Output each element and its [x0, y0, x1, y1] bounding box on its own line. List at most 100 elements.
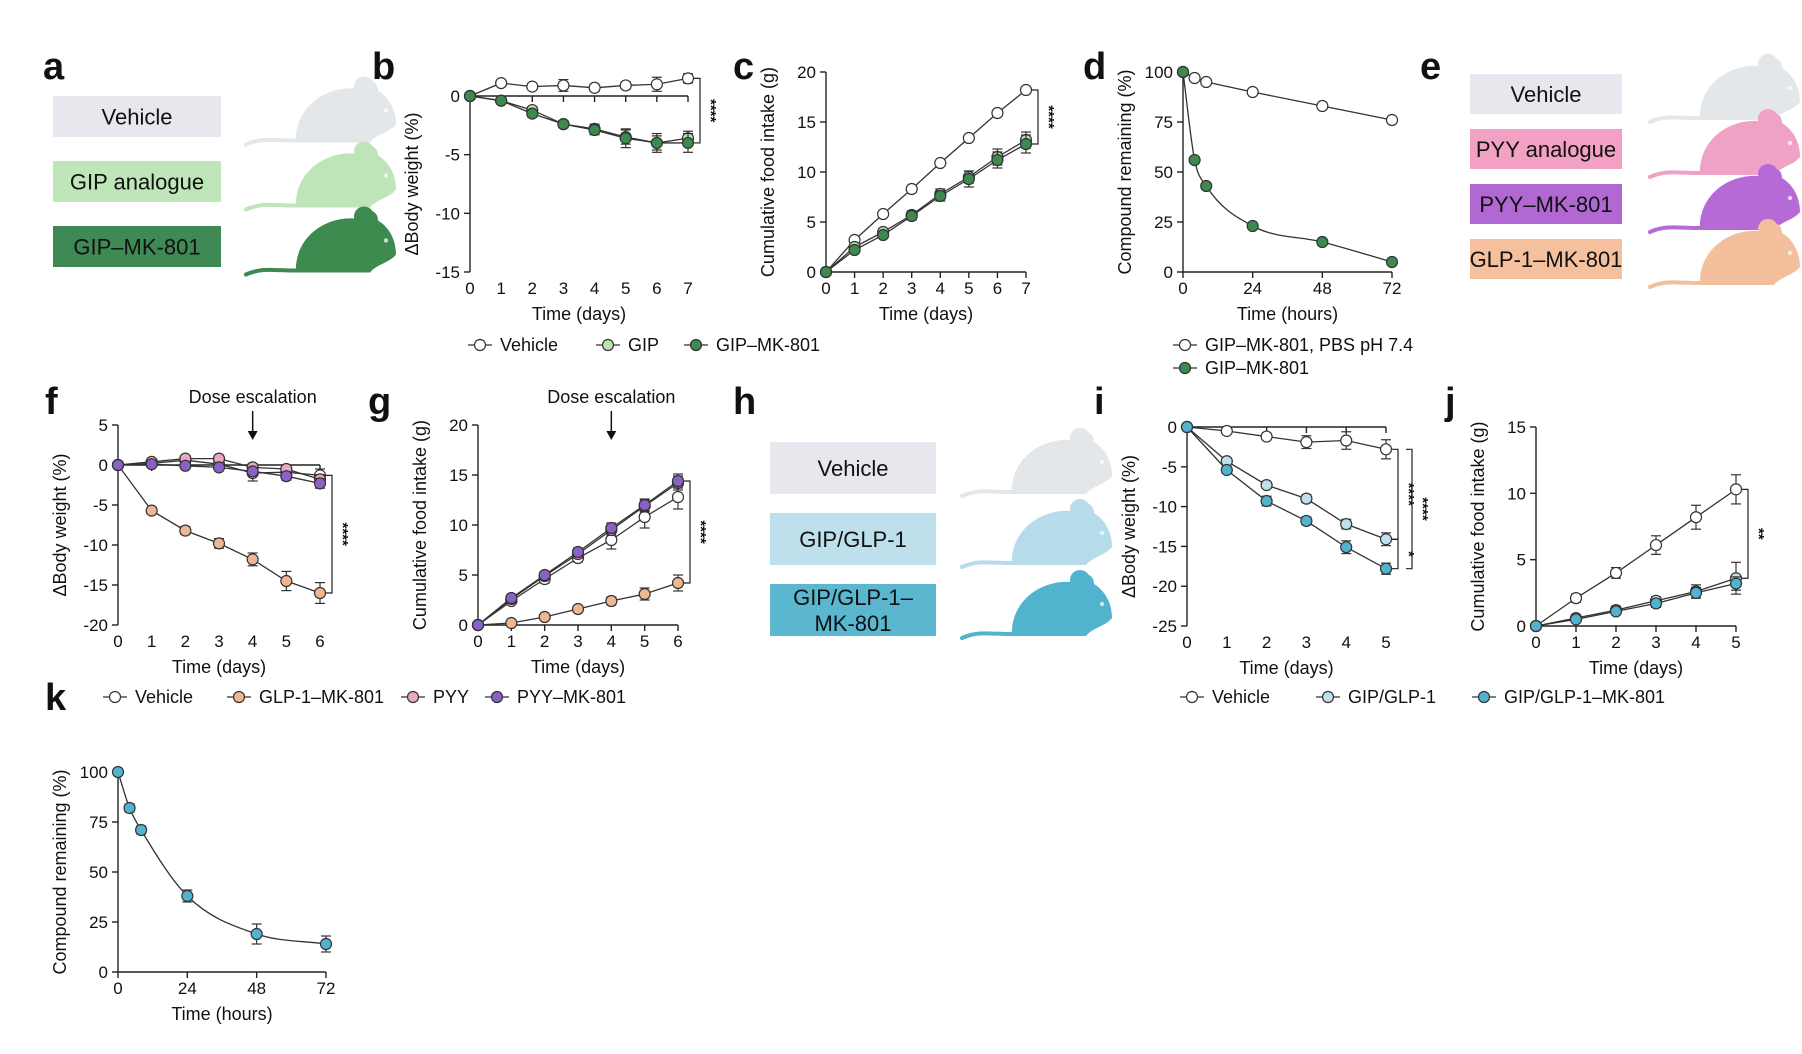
data-point — [1200, 75, 1213, 89]
treatment-label: GIP/GLP-1– — [793, 585, 914, 610]
treatment-box: Vehicle — [770, 442, 936, 494]
x-tick-label: 48 — [247, 979, 266, 998]
data-point — [877, 207, 890, 221]
bracket-line — [1392, 538, 1399, 570]
chart-j: j 0 5 10 15 0 1 2 3 4 5 Time (days) Cumulative food … — [1444, 381, 1767, 678]
legend-item: Vehicle — [103, 687, 193, 707]
x-tick-label: 4 — [1691, 633, 1700, 652]
panel-letter: h — [733, 381, 756, 423]
y-tick-label: 0 — [1164, 263, 1173, 282]
legend-marker — [1321, 690, 1335, 704]
treatment-box: GIP analogue — [53, 161, 221, 202]
data-point — [877, 228, 890, 242]
mouse-icon — [1648, 219, 1800, 289]
x-tick-label: 2 — [1262, 633, 1271, 652]
data-point — [471, 618, 485, 632]
data-point — [638, 498, 651, 512]
legend-item: PYY–MK-801 — [485, 687, 626, 707]
bracket-line — [1742, 488, 1749, 579]
series — [111, 458, 327, 490]
significance-label: **** — [1400, 483, 1417, 507]
mouse-body — [295, 210, 396, 273]
y-axis-label: Cumulative food intake (g) — [758, 67, 778, 277]
mouse-icon — [244, 141, 396, 212]
x-tick-label: 0 — [1531, 633, 1540, 652]
legend-label: GIP/GLP-1 — [1348, 687, 1436, 707]
x-tick-label: 4 — [607, 632, 616, 651]
chart-g: g 0 5 10 15 20 0 1 2 3 4 5 6 Time (days) Cumulative fo… — [368, 381, 709, 677]
x-axis: 0 24 48 72 — [113, 971, 336, 998]
y-tick-label: 15 — [1507, 418, 1526, 437]
legend-label: GIP — [628, 335, 659, 355]
treatment-box-fill — [1470, 239, 1622, 279]
mouse-eye — [1787, 140, 1793, 146]
significance-label: **** — [334, 523, 351, 547]
data-point — [905, 209, 918, 223]
y-axis-label: ΔBody weight (%) — [1119, 455, 1139, 598]
x-tick-label: 5 — [640, 632, 649, 651]
legend-label: GIP–MK-801, PBS pH 7.4 — [1205, 335, 1413, 355]
bracket-line — [684, 480, 691, 584]
mouse-body — [1699, 167, 1800, 230]
series — [1180, 420, 1393, 575]
data-point — [638, 587, 651, 601]
mouse-icon — [1648, 54, 1800, 124]
y-tick-label: 10 — [449, 516, 468, 535]
legend-marker — [473, 338, 487, 352]
data-point — [526, 107, 539, 120]
x-tick-label: 4 — [1341, 633, 1350, 652]
y-axis: 0 -5 -10 -15 — [435, 87, 471, 282]
y-tick-label: -10 — [83, 536, 108, 555]
mouse-icon — [244, 76, 396, 147]
data-point — [848, 243, 861, 257]
data-point — [1188, 71, 1201, 85]
data-point — [135, 823, 148, 837]
x-tick-label: 7 — [683, 279, 692, 298]
data-point — [1729, 483, 1743, 496]
mouse-eye — [383, 108, 389, 113]
data-point — [1609, 566, 1623, 580]
treatment-label: GLP-1–MK-801 — [1470, 247, 1623, 272]
mouse-ear — [354, 76, 374, 97]
data-point — [1260, 430, 1273, 443]
significance-label: **** — [702, 99, 719, 123]
data-point — [246, 465, 259, 478]
x-tick-label: 3 — [907, 279, 916, 298]
panel-letter: k — [45, 677, 67, 719]
data-point — [505, 616, 518, 630]
panel-letter: f — [45, 381, 58, 423]
data-point — [991, 106, 1004, 120]
data-point — [538, 610, 551, 624]
data-point — [1689, 586, 1703, 599]
x-tick-label: 1 — [496, 279, 505, 298]
y-tick-label: 50 — [89, 863, 108, 882]
x-axis: 0 1 2 3 4 5 6 7 — [465, 95, 693, 298]
series — [1176, 65, 1399, 127]
data-point — [681, 136, 695, 150]
treatment-box-fill — [1470, 74, 1622, 114]
x-tick-label: 6 — [673, 632, 682, 651]
annotation-label: Dose escalation — [547, 387, 675, 407]
annotation: Dose escalation — [189, 387, 317, 440]
significance-bracket: ** — [1742, 488, 1767, 579]
x-tick-label: 72 — [317, 979, 336, 998]
data-point — [671, 576, 685, 590]
legend-item: PYY — [401, 687, 469, 707]
mouse-ear — [1758, 109, 1778, 129]
significance-bracket: * — [1392, 538, 1417, 570]
mouse-icon — [1648, 109, 1800, 179]
mouse-ear — [1070, 570, 1090, 590]
y-tick-label: 0 — [99, 963, 108, 982]
y-tick-label: -5 — [93, 496, 108, 515]
data-point — [212, 537, 226, 550]
significance-bracket: **** — [1032, 89, 1057, 145]
x-axis: 0 24 48 72 — [1178, 271, 1401, 298]
data-point — [145, 504, 158, 517]
series-line — [1535, 488, 1737, 627]
data-point — [123, 801, 136, 815]
series-line — [1186, 426, 1387, 570]
data-point — [246, 553, 259, 566]
x-axis: 0 1 2 3 4 5 — [1182, 426, 1391, 652]
legend-fg: Vehicle GLP-1–MK-801 PYY PYY–MK-801 — [103, 687, 626, 707]
